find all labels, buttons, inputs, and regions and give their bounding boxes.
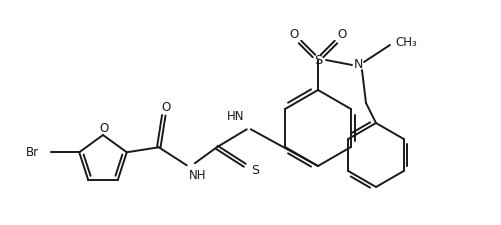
Text: O: O: [337, 27, 346, 40]
Text: S: S: [250, 164, 258, 177]
Text: S: S: [313, 54, 322, 67]
Text: O: O: [161, 101, 170, 114]
Text: Br: Br: [26, 146, 39, 159]
Text: CH₃: CH₃: [394, 36, 416, 49]
Text: HN: HN: [227, 110, 244, 123]
Text: N: N: [353, 58, 362, 72]
Text: NH: NH: [188, 169, 206, 182]
Text: O: O: [289, 27, 298, 40]
Text: O: O: [99, 122, 108, 135]
